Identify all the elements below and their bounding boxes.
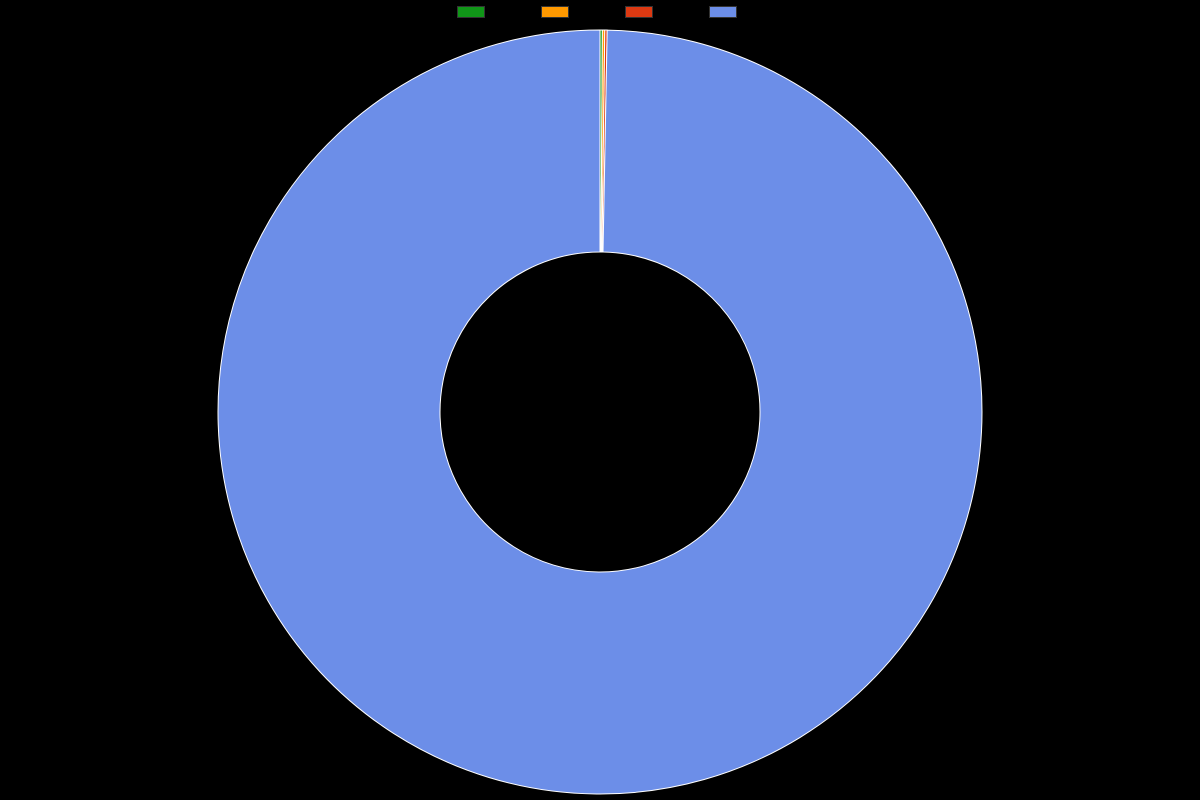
donut-slice-3[interactable] bbox=[218, 30, 982, 794]
donut-chart bbox=[0, 0, 1200, 800]
chart-container bbox=[0, 0, 1200, 800]
donut-svg bbox=[0, 0, 1200, 800]
